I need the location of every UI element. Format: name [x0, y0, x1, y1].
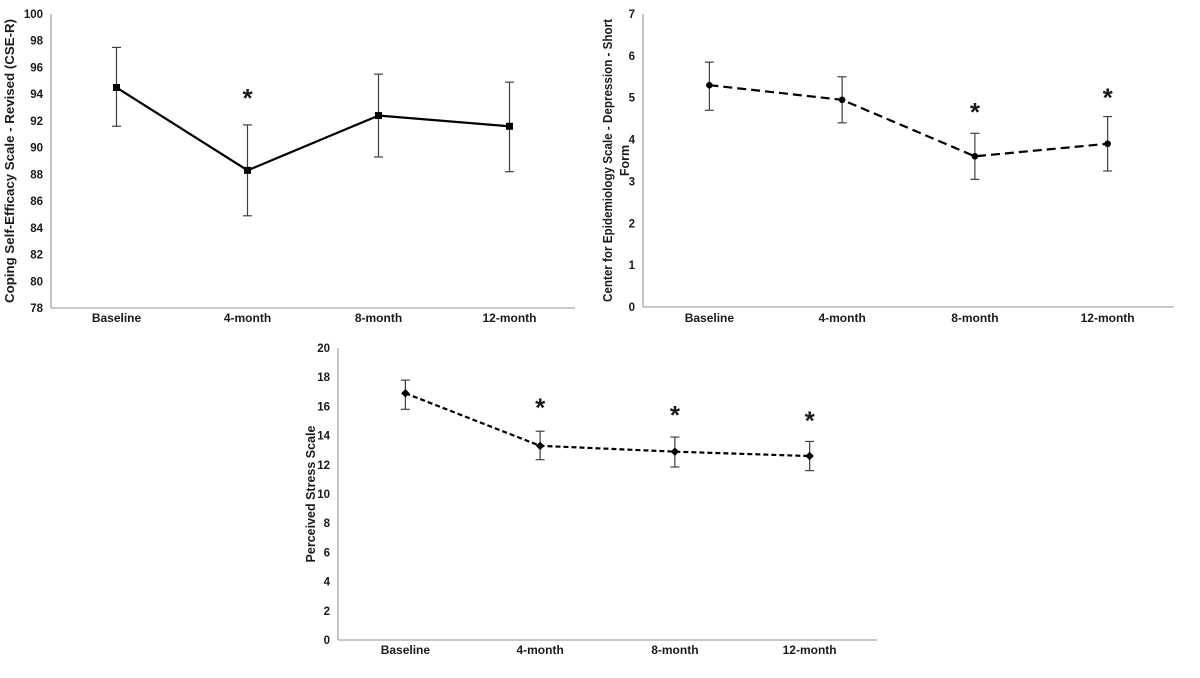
- axes: [642, 14, 1174, 308]
- data-point-markers: [113, 84, 513, 174]
- chart-coping-self-efficacy: 78 80 82 84 86 88 90 92 94 96 98 100 Baseline 4-month…: [0, 0, 590, 335]
- svg-text:5: 5: [629, 93, 636, 105]
- y-axis-title: Perceived Stress Scale: [304, 426, 318, 563]
- chart-svg-cesd-sf: 0 1 2 3 4 5 6 7 Baseline 4-month 8-month 12-month Ce…: [601, 9, 1174, 325]
- svg-text:8: 8: [324, 518, 331, 530]
- svg-text:Baseline: Baseline: [381, 643, 431, 657]
- svg-text:14: 14: [317, 431, 330, 443]
- svg-text:12-month: 12-month: [1081, 311, 1135, 325]
- svg-text:*: *: [670, 400, 681, 430]
- error-bars: [400, 379, 815, 472]
- svg-text:0: 0: [324, 635, 330, 647]
- svg-text:86: 86: [30, 196, 43, 208]
- series-line-pss: [404, 392, 810, 458]
- y-axis-title: Coping Self-Efficacy Scale - Revised (CS…: [3, 19, 17, 303]
- svg-text:*: *: [805, 406, 816, 436]
- svg-text:4-month: 4-month: [516, 643, 563, 657]
- series-line-cesd-sf: [709, 84, 1108, 158]
- svg-text:3: 3: [629, 176, 635, 188]
- svg-text:4-month: 4-month: [224, 311, 271, 325]
- svg-text:Perceived Stress Scale: Perceived Stress Scale: [304, 426, 318, 563]
- y-tick-labels: 78 80 82 84 86 88 90 92 94 96 98 100: [24, 9, 44, 315]
- svg-text:18: 18: [317, 372, 330, 384]
- data-point-markers: [706, 81, 1111, 160]
- chart-svg-pss: 0 2 4 6 8 10 12 14 16 18 20 Baseline 4-month 8-month 1…: [304, 343, 877, 657]
- svg-text:6: 6: [324, 547, 330, 559]
- svg-text:4: 4: [324, 577, 331, 589]
- svg-text:84: 84: [30, 223, 43, 235]
- svg-text:Coping Self-Efficacy Scale - R: Coping Self-Efficacy Scale - Revised (CS…: [3, 19, 17, 303]
- chart-perceived-stress: 0 2 4 6 8 10 12 14 16 18 20 Baseline 4-month 8-month 1…: [300, 335, 900, 678]
- svg-text:Center for Epidemiology Scale: Center for Epidemiology Scale - Depressi…: [601, 18, 615, 302]
- x-category-labels: Baseline 4-month 8-month 12-month: [381, 643, 837, 657]
- significance-asterisks: *: [242, 83, 253, 113]
- svg-text:16: 16: [317, 401, 330, 413]
- svg-text:12-month: 12-month: [483, 311, 537, 325]
- svg-text:82: 82: [30, 250, 43, 262]
- svg-text:*: *: [970, 97, 981, 127]
- svg-text:88: 88: [30, 169, 43, 181]
- svg-text:1: 1: [629, 260, 636, 272]
- svg-text:80: 80: [30, 276, 43, 288]
- svg-text:6: 6: [629, 51, 635, 63]
- svg-text:8-month: 8-month: [951, 311, 998, 325]
- chart-svg-cse-r: 78 80 82 84 86 88 90 92 94 96 98 100 Baseline 4-month…: [3, 9, 575, 325]
- svg-text:0: 0: [629, 302, 635, 314]
- svg-text:12-month: 12-month: [783, 643, 837, 657]
- series-line-cse-r: [115, 86, 510, 172]
- axes: [50, 14, 575, 309]
- significance-asterisks: * * *: [535, 392, 816, 435]
- y-axis-title: Center for Epidemiology Scale - Depressi…: [601, 18, 632, 302]
- x-category-labels: Baseline 4-month 8-month 12-month: [92, 311, 537, 325]
- svg-text:10: 10: [317, 489, 330, 501]
- y-tick-labels: 0 1 2 3 4 5 6 7: [629, 9, 636, 314]
- svg-text:2: 2: [629, 218, 635, 230]
- error-bars: [112, 46, 514, 217]
- svg-text:98: 98: [30, 36, 43, 48]
- svg-text:Baseline: Baseline: [92, 311, 142, 325]
- svg-text:*: *: [535, 392, 546, 422]
- axes: [337, 348, 877, 641]
- svg-text:92: 92: [30, 116, 43, 128]
- x-category-labels: Baseline 4-month 8-month 12-month: [685, 311, 1135, 325]
- svg-text:94: 94: [30, 89, 43, 101]
- svg-text:4-month: 4-month: [818, 311, 865, 325]
- svg-text:Form: Form: [618, 145, 632, 176]
- svg-text:7: 7: [629, 9, 635, 21]
- svg-text:12: 12: [317, 460, 330, 472]
- svg-text:78: 78: [30, 303, 43, 315]
- svg-text:90: 90: [30, 143, 43, 155]
- error-bars: [704, 61, 1113, 180]
- svg-text:4: 4: [629, 135, 636, 147]
- svg-text:8-month: 8-month: [651, 643, 698, 657]
- svg-text:Baseline: Baseline: [685, 311, 735, 325]
- y-tick-labels: 0 2 4 6 8 10 12 14 16 18 20: [317, 343, 330, 647]
- svg-text:100: 100: [24, 9, 43, 21]
- svg-text:8-month: 8-month: [355, 311, 402, 325]
- svg-text:*: *: [242, 83, 253, 113]
- svg-text:20: 20: [317, 343, 330, 355]
- svg-text:96: 96: [30, 62, 43, 74]
- chart-cesd-short-form: 0 1 2 3 4 5 6 7 Baseline 4-month 8-month 12-month Ce…: [600, 0, 1200, 335]
- significance-asterisks: * *: [970, 83, 1114, 128]
- svg-text:2: 2: [324, 606, 330, 618]
- svg-text:*: *: [1103, 83, 1114, 113]
